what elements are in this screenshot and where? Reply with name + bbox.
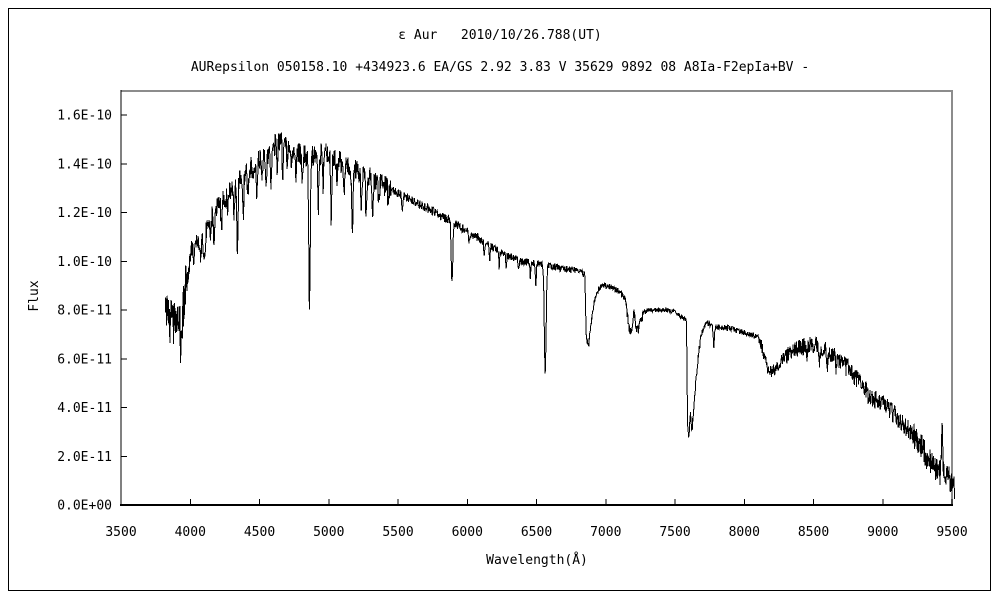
x-tick-label: 3500 [105, 525, 136, 540]
x-tick-label: 7000 [590, 525, 621, 540]
x-tick-label: 4000 [175, 525, 206, 540]
y-tick-label: 1.6E-10 [57, 109, 112, 124]
x-tick-label: 8500 [798, 525, 829, 540]
y-tick-label: 1.2E-10 [57, 206, 112, 221]
y-tick-label: 8.0E-11 [57, 304, 112, 319]
y-tick-label: 6.0E-11 [57, 352, 112, 367]
y-axis-ticks: 0.0E+00 2.0E-11 4.0E-11 6.0E-11 8.0E-11 1.0E-… [57, 109, 127, 514]
x-tick-label: 4500 [244, 525, 275, 540]
x-tick-label: 9500 [936, 525, 967, 540]
y-tick-label: 1.0E-10 [57, 255, 112, 270]
y-tick-label: 0.0E+00 [57, 499, 112, 514]
x-tick-label: 8000 [729, 525, 760, 540]
spectrum-line [164, 132, 956, 499]
x-tick-label: 6500 [521, 525, 552, 540]
x-tick-label: 6000 [452, 525, 483, 540]
x-tick-label: 5500 [382, 525, 413, 540]
y-axis-label: Flux [27, 280, 42, 311]
x-tick-label: 7500 [659, 525, 690, 540]
chart-title: ε Aur 2010/10/26.788(UT) [398, 28, 602, 43]
x-tick-label: 5000 [313, 525, 344, 540]
chart-subtitle: AURepsilon 050158.10 +434923.6 EA/GS 2.9… [191, 60, 809, 75]
x-axis-ticks: 3500 4000 4500 5000 5500 6000 6500 7000 7500 8000… [105, 499, 968, 540]
y-tick-label: 4.0E-11 [57, 401, 112, 416]
y-tick-label: 1.4E-10 [57, 157, 112, 172]
x-tick-label: 9000 [867, 525, 898, 540]
y-tick-label: 2.0E-11 [57, 450, 112, 465]
x-axis-label: Wavelength(Å) [486, 552, 588, 568]
